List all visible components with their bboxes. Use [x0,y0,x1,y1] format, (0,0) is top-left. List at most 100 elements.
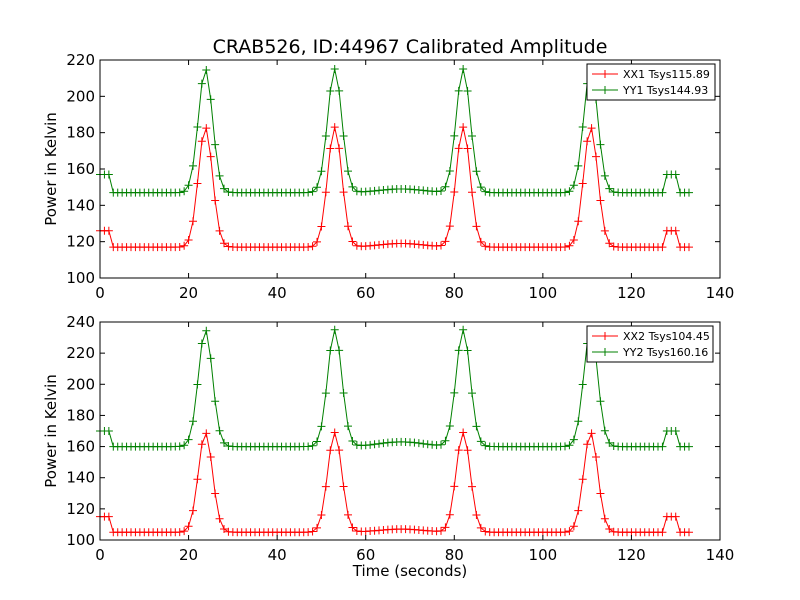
data-point [339,482,348,491]
data-point [468,389,476,398]
data-point [175,188,184,197]
data-point [348,523,357,532]
bottom-legend-label-yy2: YY2 Tsys160.16 [622,346,708,359]
data-point [206,95,215,104]
y-tick-label: 120 [66,500,95,518]
data-point [330,325,339,334]
data-point [348,237,357,246]
data-point [326,144,335,153]
data-point [450,131,459,140]
data-point [189,506,197,515]
x-tick-label: 120 [617,284,646,302]
data-point [574,417,583,426]
data-point [224,242,233,251]
x-tick-label: 80 [445,546,464,564]
data-point [308,527,317,536]
data-point [476,237,485,246]
x-tick-label: 100 [529,284,558,302]
data-point [596,196,605,205]
data-point [569,435,578,444]
bottom-x-axis-label: Time (seconds) [352,562,468,580]
data-point [454,86,463,95]
data-point [321,132,330,141]
data-point [202,66,211,75]
bottom-plot-frame [99,321,721,541]
data-point [671,427,680,435]
data-point [339,388,348,397]
data-point [565,187,574,196]
data-point [685,243,693,252]
data-point [481,441,490,450]
bottom-legend: XX2 Tsys104.45 YY2 Tsys160.16 [586,325,714,363]
data-point [472,422,481,431]
data-point [561,442,569,451]
data-point [578,123,587,132]
data-point [561,528,569,537]
data-point [330,65,339,74]
data-point [600,426,609,435]
y-tick-label: 180 [66,406,95,424]
data-point [352,241,361,250]
data-point [605,438,614,447]
data-point [180,187,189,196]
data-point [569,235,578,244]
data-point [468,482,476,491]
data-point [370,440,379,449]
data-point [671,226,680,235]
data-point [459,428,468,437]
data-point [419,439,428,448]
data-point [175,242,184,251]
data-point [220,438,228,447]
data-point [565,241,574,250]
data-point [308,187,317,196]
x-tick-label: 40 [268,284,287,302]
data-point [481,527,490,536]
data-point [313,237,321,246]
data-point [202,124,211,133]
data-point [450,482,459,491]
data-point [468,188,476,197]
data-point [476,183,485,192]
data-point [189,217,197,226]
data-point [313,437,321,446]
y-tick-label: 100 [66,269,95,287]
data-point [476,523,485,532]
bottom-legend-marker-yy2 [601,348,609,356]
x-tick-label: 100 [529,546,558,564]
data-point [220,525,228,534]
data-point [441,237,450,246]
data-point [317,167,326,176]
data-point [202,429,211,438]
data-point [206,354,215,363]
top-ticks-layer: 0 20 40 60 80 100 120 140 100 120 140 160 180 200 220 [66,51,734,302]
data-point [445,166,454,175]
data-point [459,123,468,132]
data-point [211,196,220,205]
data-point [609,187,618,196]
data-point [561,188,569,197]
data-point [220,184,228,193]
data-point [441,436,450,445]
y-tick-label: 100 [66,531,95,549]
data-point [206,152,215,161]
data-point [445,422,454,431]
data-point [202,326,211,335]
y-tick-label: 180 [66,124,95,142]
data-point [600,171,609,180]
y-tick-label: 200 [66,87,95,105]
y-tick-label: 240 [66,313,95,331]
top-legend-label-xx1: XX1 Tsys115.89 [623,68,710,81]
data-point [193,123,202,132]
data-point [197,339,206,348]
y-tick-label: 160 [66,438,95,456]
data-point [197,440,206,449]
data-point [441,182,450,191]
data-point [587,429,596,438]
data-point [468,132,476,141]
data-point [454,446,463,455]
data-point [104,427,113,435]
data-point [335,446,344,455]
data-point [578,179,587,188]
data-point [463,446,472,455]
data-point [344,167,352,176]
